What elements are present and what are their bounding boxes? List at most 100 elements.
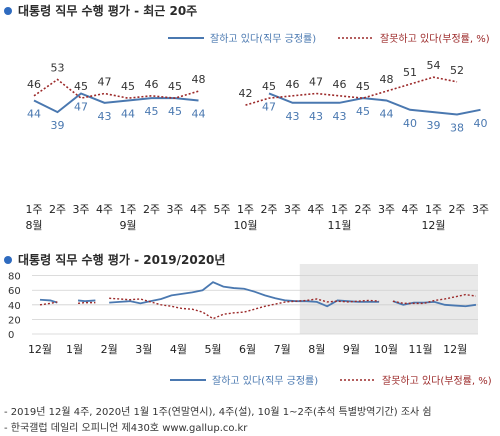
positive-data-label: 40 — [403, 117, 417, 130]
x-tick-label: 5월 — [204, 343, 221, 356]
x-tick-label: 2주 — [260, 203, 277, 216]
x-tick-label: 3주 — [378, 203, 395, 216]
negative-data-label: 54 — [427, 59, 441, 72]
x-tick-label: 9월 — [343, 343, 360, 356]
month-label: 12월 — [421, 219, 445, 232]
chart1-legend-positive-label: 잘하고 있다(직무 긍정률) — [210, 32, 316, 45]
x-tick-label: 1주 — [425, 203, 442, 216]
positive-data-label: 47 — [74, 100, 88, 113]
chart2-2019-2020: 0 20 40 60 80 12월 1월 2월 3월 4월 5월 6월 7월 8월 9월 10월 11월 12월잘… — [8, 264, 492, 387]
x-tick-label: 6월 — [239, 343, 256, 356]
negative-series-line-0 — [33, 78, 199, 100]
positive-trend-line-0 — [39, 298, 58, 304]
positive-data-label: 44 — [192, 107, 206, 120]
positive-data-label: 39 — [427, 119, 441, 132]
negative-data-label: 42 — [239, 87, 253, 100]
chart1-recent-20-weeks: 잘하고 있다(직무 긍정률) 잘못하고 있다(부정률, %) 44 39 47 43 44 4… — [25, 32, 489, 232]
negative-data-label: 52 — [450, 64, 464, 77]
y-tick-label: 40 — [8, 301, 21, 312]
y-tick-label: 20 — [8, 315, 21, 326]
x-tick-label: 2월 — [101, 343, 118, 356]
negative-data-label: 45 — [356, 80, 370, 93]
chart2-legend-positive-label: 잘하고 있다(직무 긍정률) — [212, 374, 318, 387]
positive-series-line-1 — [268, 92, 481, 116]
negative-data-label: 45 — [74, 80, 88, 93]
shaded-period — [299, 264, 478, 334]
positive-data-label: 45 — [356, 105, 370, 118]
title-bullet-icon — [4, 6, 12, 15]
negative-data-label: 46 — [145, 78, 159, 91]
month-label: 10월 — [233, 219, 257, 232]
negative-data-label: 47 — [309, 75, 323, 88]
x-tick-label: 5주 — [213, 203, 230, 216]
negative-data-label: 47 — [98, 75, 112, 88]
x-tick-label: 2주 — [448, 203, 465, 216]
negative-series-line-1 — [245, 76, 458, 106]
y-tick-label: 0 — [8, 330, 14, 341]
x-tick-label: 7월 — [274, 343, 291, 356]
negative-data-label: 46 — [27, 78, 41, 91]
footnote-survey-breaks: - 2019년 12월 4주, 2020년 1월 1주(연말연시), 4주(설)… — [4, 407, 432, 418]
negative-data-label: 48 — [380, 73, 394, 86]
positive-data-label: 44 — [27, 107, 41, 120]
chart2-title-text: 대통령 직무 수행 평가 - 2019/2020년 — [18, 253, 226, 267]
positive-data-label: 45 — [168, 105, 182, 118]
negative-data-label: 46 — [286, 78, 300, 91]
negative-data-label: 45 — [262, 80, 276, 93]
positive-data-label: 43 — [98, 110, 112, 123]
negative-data-label: 45 — [121, 80, 135, 93]
y-tick-label: 60 — [8, 286, 21, 297]
x-tick-label: 3주 — [472, 203, 489, 216]
x-tick-label: 2주 — [49, 203, 66, 216]
x-tick-label: 2주 — [354, 203, 371, 216]
positive-trend-line-2 — [109, 281, 380, 308]
positive-data-label: 47 — [262, 100, 276, 113]
positive-data-label: 45 — [145, 105, 159, 118]
negative-data-label: 45 — [168, 80, 182, 93]
chart1-title: 대통령 직무 수행 평가 - 최근 20주 — [4, 2, 197, 19]
positive-data-label: 43 — [333, 110, 347, 123]
x-tick-label: 3주 — [72, 203, 89, 216]
negative-trend-line-1 — [77, 301, 96, 305]
x-tick-label: 1주 — [25, 203, 42, 216]
month-label: 11월 — [327, 219, 351, 232]
negative-trend-line-2 — [109, 297, 380, 320]
positive-data-label: 44 — [121, 107, 135, 120]
negative-data-label: 46 — [333, 78, 347, 91]
positive-data-label: 38 — [450, 121, 464, 134]
x-tick-label: 11월 — [409, 343, 433, 356]
x-tick-label: 1주 — [331, 203, 348, 216]
footnote-source: - 한국갤럽 데일리 오피니언 제430호 www.gallup.co.kr — [4, 423, 248, 434]
negative-data-label: 53 — [51, 62, 65, 75]
positive-data-label: 43 — [286, 110, 300, 123]
x-tick-label: 1주 — [119, 203, 136, 216]
x-tick-label: 10월 — [374, 343, 398, 356]
x-tick-label: 4월 — [170, 343, 187, 356]
x-tick-label: 4주 — [401, 203, 418, 216]
x-tick-label: 4주 — [190, 203, 207, 216]
x-tick-label: 8월 — [308, 343, 325, 356]
chart2-legend-negative-label: 잘못하고 있다(부정률, %) — [382, 374, 492, 387]
negative-data-label: 48 — [192, 73, 206, 86]
positive-trend-line-3 — [392, 300, 477, 308]
month-label: 9월 — [119, 219, 136, 232]
y-tick-label: 80 — [8, 272, 21, 283]
x-tick-label: 2주 — [143, 203, 160, 216]
negative-data-label: 51 — [403, 66, 417, 79]
x-tick-label: 1월 — [66, 343, 83, 356]
chart2-title: 대통령 직무 수행 평가 - 2019/2020년 — [4, 251, 225, 268]
x-tick-label: 3주 — [166, 203, 183, 216]
chart1-title-text: 대통령 직무 수행 평가 - 최근 20주 — [18, 4, 198, 18]
x-tick-label: 4주 — [307, 203, 324, 216]
x-tick-label: 12월 — [443, 343, 467, 356]
x-tick-label: 1주 — [237, 203, 254, 216]
x-tick-label: 3월 — [135, 343, 152, 356]
positive-data-label: 40 — [474, 117, 488, 130]
title-bullet-icon — [4, 255, 12, 264]
month-label: 8월 — [25, 219, 42, 232]
x-tick-label: 3주 — [284, 203, 301, 216]
positive-trend-line-1 — [77, 299, 96, 303]
positive-data-label: 43 — [309, 110, 323, 123]
positive-data-label: 44 — [380, 107, 394, 120]
positive-data-label: 39 — [51, 119, 65, 132]
